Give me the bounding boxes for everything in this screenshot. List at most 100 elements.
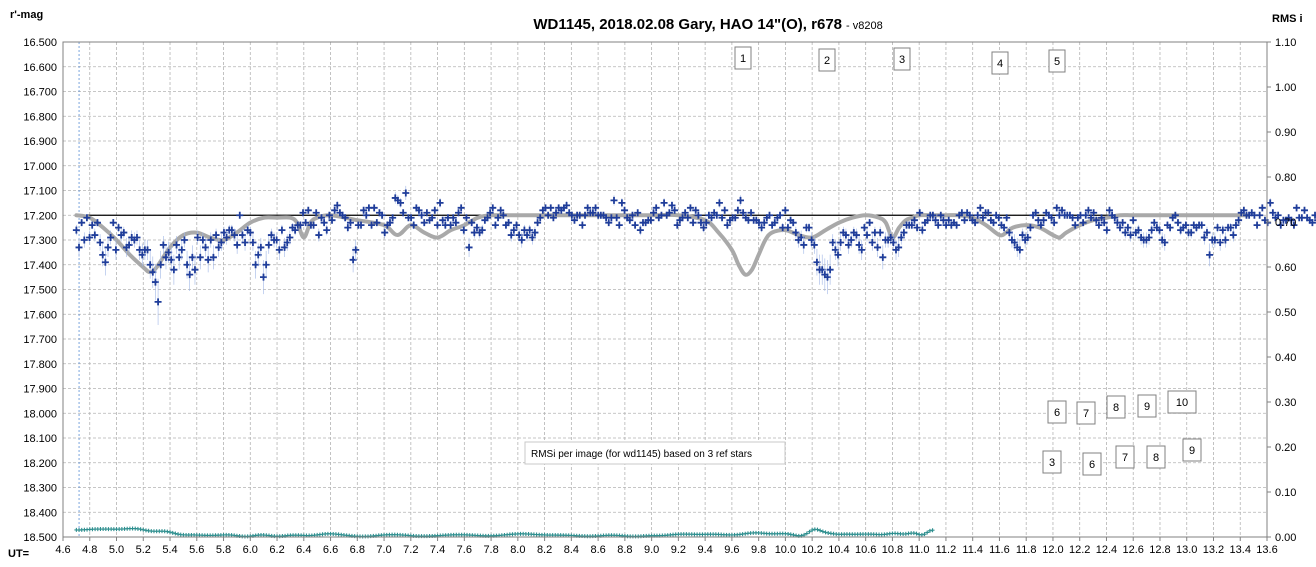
plot-frame xyxy=(62,41,1268,538)
mag-point xyxy=(813,258,821,266)
mag-point xyxy=(449,214,457,222)
mag-point xyxy=(101,258,109,266)
x-tick-label: 8.4 xyxy=(564,544,579,556)
mag-point xyxy=(1277,221,1285,229)
mag-point xyxy=(109,219,117,227)
mag-point xyxy=(1253,221,1261,229)
mag-point xyxy=(1171,211,1179,219)
mag-point xyxy=(1134,226,1142,234)
x-tick-label: 5.4 xyxy=(162,544,177,556)
x-tick-label: 10.2 xyxy=(801,544,822,556)
mag-point xyxy=(1003,214,1011,222)
mag-point xyxy=(739,209,747,217)
mag-point xyxy=(212,231,220,239)
x-tick-label: 7.6 xyxy=(457,544,472,556)
mag-point xyxy=(246,229,254,237)
mag-point xyxy=(91,231,99,239)
mag-point xyxy=(207,236,215,244)
mag-point xyxy=(494,214,502,222)
lower-label-box-frame xyxy=(1146,445,1166,469)
mag-point xyxy=(125,241,133,249)
mag-point xyxy=(995,214,1003,222)
mag-point xyxy=(360,206,368,214)
mag-point xyxy=(183,261,191,269)
mag-point xyxy=(499,211,507,219)
mag-point xyxy=(1024,234,1032,242)
mag-point xyxy=(731,214,739,222)
mag-point xyxy=(1290,221,1298,229)
mag-point xyxy=(805,224,813,232)
mag-point xyxy=(665,209,673,217)
mag-point xyxy=(613,214,621,222)
mag-point xyxy=(204,256,212,264)
mag-point xyxy=(908,221,916,229)
x-tick-label: 7.0 xyxy=(376,544,391,556)
x-tick-label: 9.0 xyxy=(644,544,659,556)
mag-point xyxy=(945,216,953,224)
x-tick-label: 5.6 xyxy=(189,544,204,556)
rmsi-point xyxy=(927,528,932,533)
right-tick-label: 1.10 xyxy=(1275,37,1296,49)
mag-point xyxy=(1206,251,1214,259)
mag-point xyxy=(1264,219,1272,227)
rmsi-point xyxy=(815,527,820,532)
rmsi-point xyxy=(791,532,796,537)
mag-point xyxy=(547,204,555,212)
mag-point xyxy=(1229,231,1237,239)
left-tick-label: 17.900 xyxy=(23,384,57,396)
x-tick-label: 6.6 xyxy=(323,544,338,556)
x-tick-label: 6.8 xyxy=(350,544,365,556)
mag-point xyxy=(789,219,797,227)
rmsi-point xyxy=(810,528,815,533)
x-tick-label: 12.2 xyxy=(1069,544,1090,556)
mag-point xyxy=(1198,221,1206,229)
lower-label-box: 8 xyxy=(1153,452,1159,464)
x-tick-label: 10.0 xyxy=(775,544,796,556)
mag-point xyxy=(281,243,289,251)
mag-point xyxy=(1121,229,1129,237)
rmsi-point xyxy=(914,531,919,536)
right-axis-label: RMS i xyxy=(1272,13,1303,25)
mag-point xyxy=(170,266,178,274)
mag-point xyxy=(468,219,476,227)
mag-point xyxy=(249,238,257,246)
mag-point xyxy=(1287,216,1295,224)
mag-point xyxy=(159,241,167,249)
mag-point xyxy=(283,238,291,246)
mag-point xyxy=(1111,214,1119,222)
mag-point xyxy=(1308,219,1316,227)
mag-point xyxy=(723,221,731,229)
mag-point xyxy=(80,236,88,244)
mag-point xyxy=(652,204,660,212)
mag-point xyxy=(570,216,578,224)
mag-point xyxy=(1047,214,1055,222)
mag-point xyxy=(154,298,162,306)
left-tick-label: 16.700 xyxy=(23,87,57,99)
x-tick-label: 4.8 xyxy=(82,544,97,556)
mag-point xyxy=(196,253,204,261)
mag-point xyxy=(144,246,152,254)
mag-point xyxy=(262,261,270,269)
mag-point xyxy=(534,219,542,227)
mag-point xyxy=(1026,224,1034,232)
mag-point xyxy=(489,204,497,212)
mag-point xyxy=(1082,211,1090,219)
chart-title: WD1145, 2018.02.08 Gary, HAO 14"(O), r67… xyxy=(533,16,842,33)
mag-point xyxy=(452,219,460,227)
mag-point xyxy=(834,251,842,259)
mag-point xyxy=(563,201,571,209)
mag-point xyxy=(402,189,410,197)
mag-point xyxy=(1156,226,1164,234)
mag-point xyxy=(721,206,729,214)
mag-point xyxy=(1079,219,1087,227)
x-tick-label: 6.0 xyxy=(243,544,258,556)
mag-point xyxy=(618,199,626,207)
mag-point xyxy=(979,214,987,222)
mag-point xyxy=(647,216,655,224)
x-tick-label: 8.8 xyxy=(617,544,632,556)
mag-point xyxy=(760,219,768,227)
mag-point xyxy=(718,214,726,222)
mag-point xyxy=(1032,209,1040,217)
mag-point xyxy=(1040,216,1048,224)
